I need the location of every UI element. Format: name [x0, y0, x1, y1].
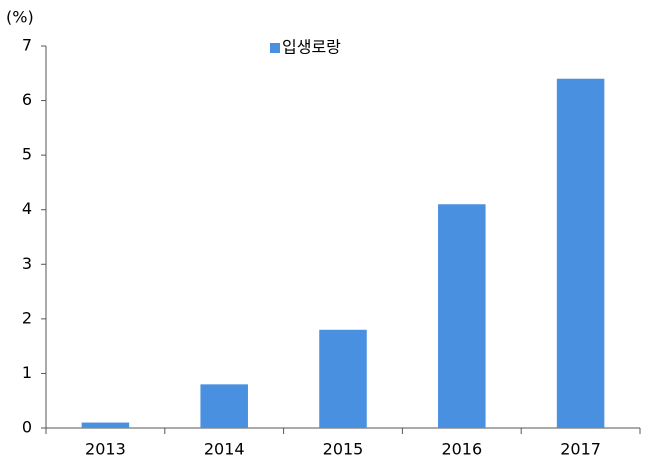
y-tick-label: 6: [22, 90, 32, 109]
bar: [319, 329, 367, 428]
x-tick-label: 2013: [85, 440, 126, 459]
bar: [81, 422, 130, 428]
y-tick-label: 3: [22, 254, 32, 273]
x-tick-label: 2017: [560, 440, 601, 459]
legend-label: 입생로랑: [282, 38, 341, 57]
y-tick-label: 7: [22, 36, 32, 55]
y-tick-label: 1: [22, 363, 32, 382]
y-axis-label: (%): [6, 8, 34, 27]
y-tick-label: 0: [22, 418, 32, 437]
y-tick-label: 5: [22, 145, 32, 164]
bar: [556, 78, 605, 428]
bar: [200, 384, 248, 428]
bar: [438, 204, 486, 428]
x-tick-label: 2016: [441, 440, 482, 459]
y-tick-label: 4: [22, 199, 32, 218]
legend-swatch: [270, 43, 280, 53]
x-tick-label: 2015: [323, 440, 364, 459]
y-tick-label: 2: [22, 308, 32, 327]
x-tick-label: 2014: [204, 440, 245, 459]
